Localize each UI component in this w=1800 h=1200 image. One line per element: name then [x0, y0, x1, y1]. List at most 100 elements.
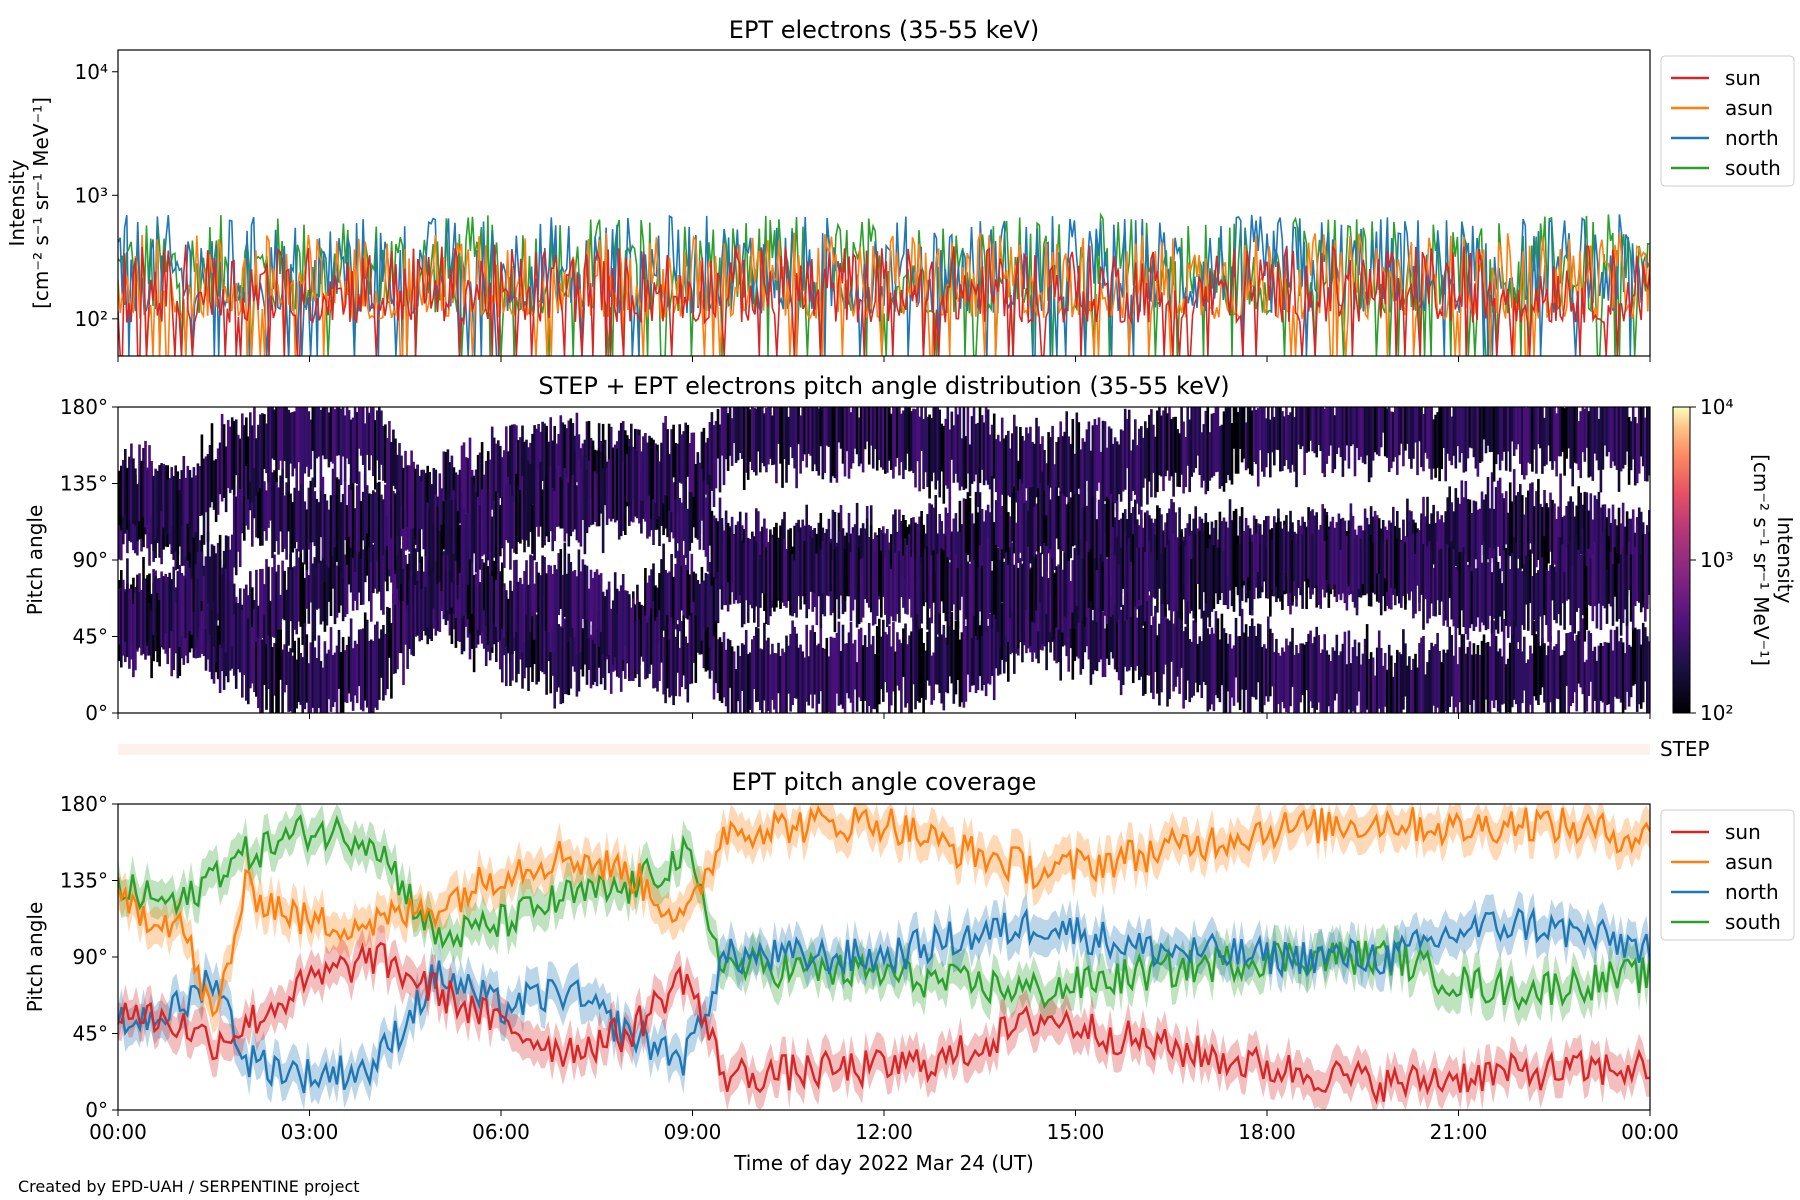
heatmap-cell	[468, 550, 472, 634]
heatmap-cell	[537, 470, 540, 537]
heatmap-cell	[1535, 634, 1538, 701]
heatmap-cell	[323, 494, 327, 583]
heatmap-cell	[1633, 627, 1637, 685]
heatmap-cell	[1123, 596, 1127, 667]
heatmap-cell	[1105, 610, 1109, 659]
heatmap-cell	[986, 537, 990, 619]
heatmap-cell	[398, 443, 401, 492]
heatmap-cell	[184, 477, 188, 557]
heatmap-cell	[920, 557, 923, 624]
heatmap-cell	[1089, 597, 1093, 685]
heatmap-cell	[1224, 407, 1228, 483]
heatmap-cell	[400, 583, 403, 654]
heatmap-cell	[1553, 407, 1556, 462]
heatmap-cell	[1307, 633, 1310, 713]
heatmap-cell	[1321, 523, 1325, 590]
heatmap-cell	[257, 637, 260, 709]
heatmap-cell	[763, 622, 766, 701]
heatmap-cell	[218, 442, 222, 495]
heatmap-cell	[613, 444, 617, 523]
heatmap-cell	[1387, 644, 1391, 713]
heatmap-cell	[1531, 482, 1534, 554]
heatmap-cell	[787, 529, 790, 599]
heatmap-cell	[1115, 610, 1119, 673]
heatmap-cell	[456, 474, 460, 530]
heatmap-cell	[269, 471, 272, 521]
panel2-x-ticks	[117, 713, 1651, 719]
heatmap-cell	[363, 612, 367, 701]
heatmap-cell	[706, 574, 710, 628]
heatmap-cell	[823, 538, 827, 617]
heatmap-cell	[682, 555, 686, 620]
heatmap-cell	[265, 423, 268, 474]
heatmap-cell	[327, 509, 331, 568]
heatmap-cell	[672, 482, 675, 539]
heatmap-cell	[1392, 506, 1395, 595]
heatmap-cell	[1027, 433, 1030, 521]
heatmap-cell	[1371, 407, 1375, 461]
heatmap-cell	[1075, 495, 1079, 582]
heatmap-cell	[1637, 529, 1641, 603]
heatmap-cell	[712, 425, 716, 507]
heatmap-cell	[1230, 534, 1234, 607]
heatmap-cell	[648, 472, 651, 537]
heatmap-cell	[472, 575, 476, 641]
heatmap-cell	[706, 484, 710, 572]
heatmap-cell	[827, 656, 831, 713]
heatmap-cell	[557, 465, 561, 527]
heatmap-cell	[1587, 411, 1591, 478]
heatmap-cell	[432, 542, 436, 609]
heatmap-cell	[724, 407, 728, 460]
heatmap-cell	[1478, 654, 1482, 713]
heatmap-cell	[390, 522, 393, 583]
heatmap-cell	[1470, 513, 1474, 576]
heatmap-cell	[1430, 513, 1433, 573]
heatmap-cell	[1047, 432, 1050, 492]
heatmap-cell	[688, 574, 692, 631]
heatmap-cell	[1285, 407, 1288, 460]
heatmap-cell	[311, 407, 315, 452]
heatmap-cell	[507, 598, 510, 651]
heatmap-cell	[1178, 545, 1181, 619]
heatmap-cell	[428, 508, 432, 577]
heatmap-cell	[263, 414, 266, 469]
heatmap-cell	[859, 559, 863, 623]
heatmap-cell	[581, 559, 585, 619]
heatmap-cell	[952, 553, 956, 605]
heatmap-cell	[319, 487, 323, 538]
heatmap-cell	[484, 474, 488, 559]
heatmap-cell	[297, 490, 301, 552]
heatmap-cell	[176, 471, 180, 555]
heatmap-cell	[1482, 407, 1486, 440]
heatmap-cell	[1325, 650, 1329, 713]
heatmap-cell	[569, 482, 573, 537]
heatmap-cell	[158, 600, 161, 667]
heatmap-cell	[1506, 658, 1510, 713]
heatmap-cell	[468, 437, 472, 521]
heatmap-cell	[904, 407, 907, 470]
heatmap-cell	[632, 598, 635, 681]
heatmap-cell	[1426, 546, 1429, 624]
heatmap-cell	[1611, 650, 1615, 713]
heatmap-cell	[1510, 628, 1514, 708]
heatmap-cell	[1222, 517, 1226, 578]
heatmap-cell	[736, 537, 740, 593]
heatmap-cell	[406, 605, 409, 669]
heatmap-cell	[1142, 546, 1145, 626]
heatmap-cell	[1212, 545, 1216, 609]
heatmap-cell	[1027, 510, 1030, 578]
heatmap-cell	[1146, 529, 1149, 602]
heatmap-cell	[882, 619, 885, 702]
heatmap-cell	[1390, 522, 1393, 588]
heatmap-cell	[1289, 510, 1292, 594]
heatmap-cell	[287, 482, 290, 532]
heatmap-cell	[1416, 667, 1419, 713]
heatmap-cell	[1190, 558, 1194, 610]
heatmap-cell	[557, 553, 561, 616]
heatmap-cell	[261, 568, 264, 639]
heatmap-cell	[303, 501, 307, 565]
heatmap-cell	[1053, 572, 1056, 639]
heatmap-cell	[283, 644, 286, 693]
heatmap-cell	[202, 575, 206, 629]
heatmap-cell	[1490, 621, 1494, 701]
